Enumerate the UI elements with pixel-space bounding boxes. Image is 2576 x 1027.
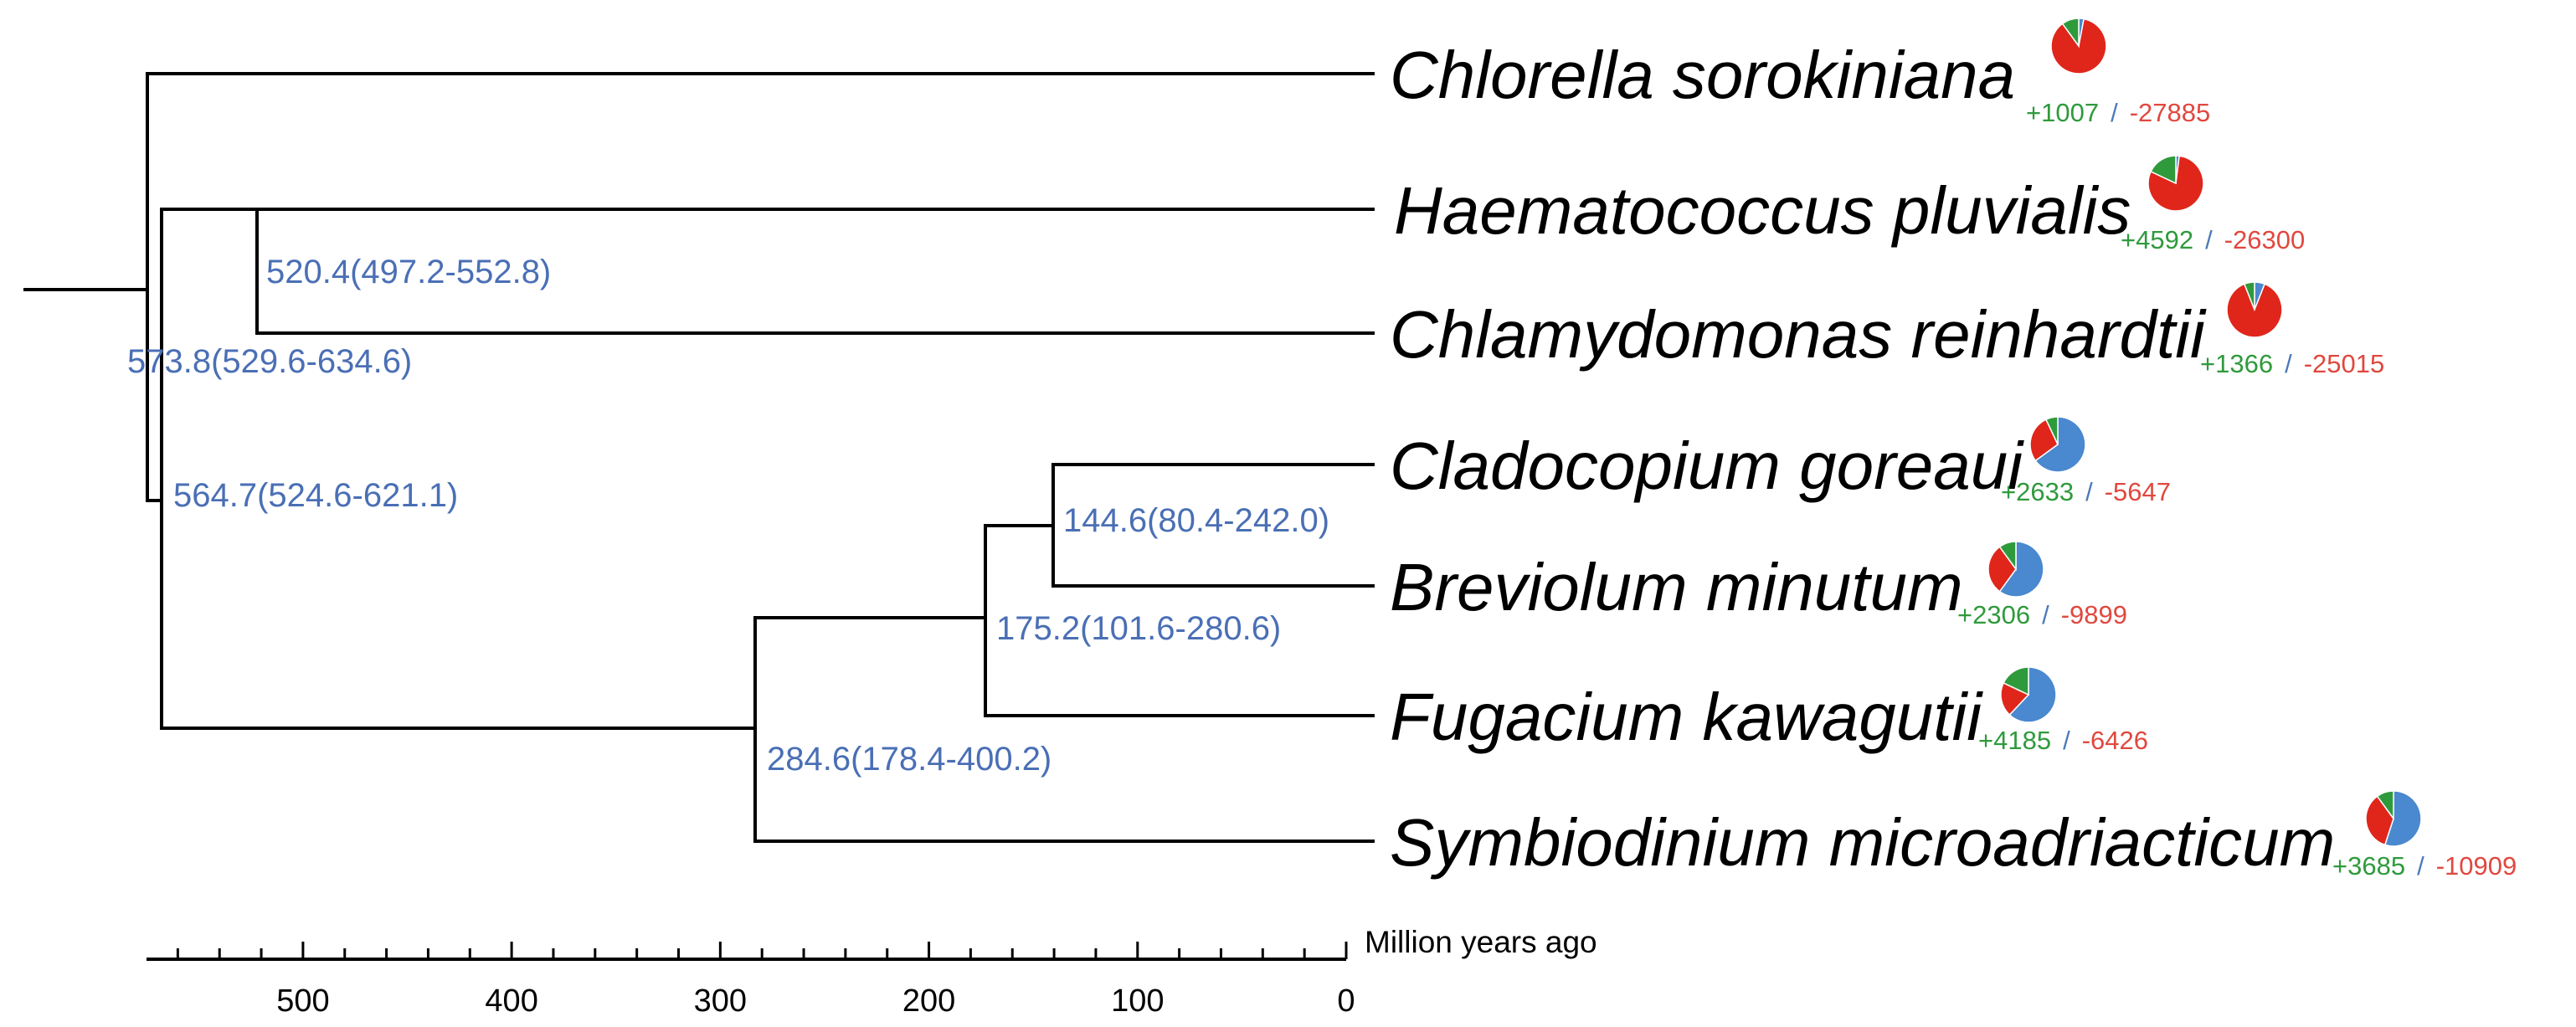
pie-chart	[2029, 416, 2086, 473]
count-separator: /	[2063, 726, 2070, 755]
gain-count: +1366	[2200, 349, 2273, 378]
pie-slice	[2061, 18, 2080, 49]
loss-count: -10909	[2436, 851, 2517, 881]
pie-slice	[2044, 416, 2059, 445]
loss-count: -6426	[2082, 726, 2148, 755]
tick-label: 0	[1337, 983, 1355, 1019]
species-labels: Chlorella sorokiniana Haematococcus pluv…	[1390, 38, 2335, 880]
count-separator: /	[2285, 349, 2292, 378]
count-separator: /	[2111, 98, 2118, 127]
gain-count: +2633	[2001, 477, 2074, 506]
node-label-284: 284.6(178.4-400.2)	[767, 741, 1051, 778]
tick-label: 500	[276, 983, 329, 1019]
species-label: Fugacium kawagutii	[1390, 680, 1983, 754]
count-line-symbiodinium: +3685 / -10909	[2332, 851, 2517, 881]
loss-count: -27885	[2130, 98, 2211, 127]
node-labels: 573.8(529.6-634.6) 520.4(497.2-552.8) 56…	[127, 254, 1329, 778]
loss-count: -5647	[2105, 477, 2171, 506]
pie-slice	[1987, 546, 2017, 593]
pie-slice	[2243, 281, 2255, 311]
species-label: Haematococcus pluvialis	[1394, 173, 2131, 248]
count-separator: /	[2205, 225, 2213, 254]
species-label: Cladocopium goreaui	[1390, 429, 2024, 503]
count-line-chlorella: +1007 / -27885	[2026, 98, 2210, 127]
count-line-chlamydomonas: +1366 / -25015	[2200, 349, 2384, 378]
pie-slice	[1998, 541, 2044, 598]
node-label-144: 144.6(80.4-242.0)	[1063, 502, 1329, 539]
pie-chart	[1987, 541, 2044, 598]
species-label: Chlorella sorokiniana	[1390, 38, 2015, 112]
count-separator: /	[2042, 600, 2049, 629]
count-line-fugacium: +4185 / -6426	[1978, 726, 2148, 755]
count-line-haematococcus: +4592 / -26300	[2121, 225, 2305, 254]
tree-branches	[23, 72, 1375, 843]
node-label-564: 564.7(524.6-621.1)	[173, 477, 458, 514]
time-axis: Million years ago 500 400 300 200 100 0	[147, 925, 1597, 1019]
pie-chart	[2365, 790, 2422, 847]
pie-slice	[2000, 681, 2030, 716]
node-label-175: 175.2(101.6-280.6)	[996, 610, 1281, 647]
gene-family-pies	[1987, 18, 2422, 847]
pie-chart	[2147, 155, 2204, 212]
axis-title: Million years ago	[1365, 925, 1597, 959]
gain-count: +1007	[2026, 98, 2099, 127]
pie-slice	[2029, 419, 2059, 462]
species-label: Symbiodinium microadriacticum	[1390, 805, 2335, 880]
gain-count: +4185	[1978, 726, 2051, 755]
count-line-cladocopium: +2633 / -5647	[2001, 477, 2171, 506]
count-line-breviolum: +2306 / -9899	[1957, 600, 2127, 629]
pie-chart	[2050, 18, 2107, 74]
pie-slice	[2034, 416, 2086, 473]
pie-slice	[1998, 541, 2017, 572]
pie-slice	[2226, 283, 2283, 338]
loss-count: -9899	[2061, 600, 2127, 629]
gain-count: +2306	[1957, 600, 2030, 629]
pie-slice	[2003, 666, 2029, 696]
species-label: Breviolum minutum	[1390, 550, 1963, 624]
species-label: Chlamydomonas reinhardtii	[1390, 297, 2207, 372]
loss-count: -25015	[2304, 349, 2385, 378]
pie-chart	[2226, 281, 2283, 338]
gene-family-counts: +1007 / -27885 +4592 / -26300 +1366 / -2…	[1957, 98, 2517, 881]
pie-slice	[2008, 666, 2057, 723]
node-label-520: 520.4(497.2-552.8)	[266, 254, 551, 290]
gain-count: +4592	[2121, 225, 2193, 254]
pie-slice	[2150, 155, 2177, 185]
count-separator: /	[2085, 477, 2093, 506]
loss-count: -26300	[2224, 225, 2306, 254]
tick-label: 200	[902, 983, 955, 1019]
pie-slice	[2376, 790, 2394, 821]
node-label-root: 573.8(529.6-634.6)	[127, 343, 412, 380]
gain-count: +3685	[2332, 851, 2405, 881]
count-separator: /	[2417, 851, 2424, 881]
pie-slice	[2365, 795, 2394, 846]
tick-label: 400	[485, 983, 537, 1019]
tick-label: 100	[1111, 983, 1164, 1019]
tick-label: 300	[694, 983, 747, 1019]
pie-chart	[2000, 666, 2057, 723]
